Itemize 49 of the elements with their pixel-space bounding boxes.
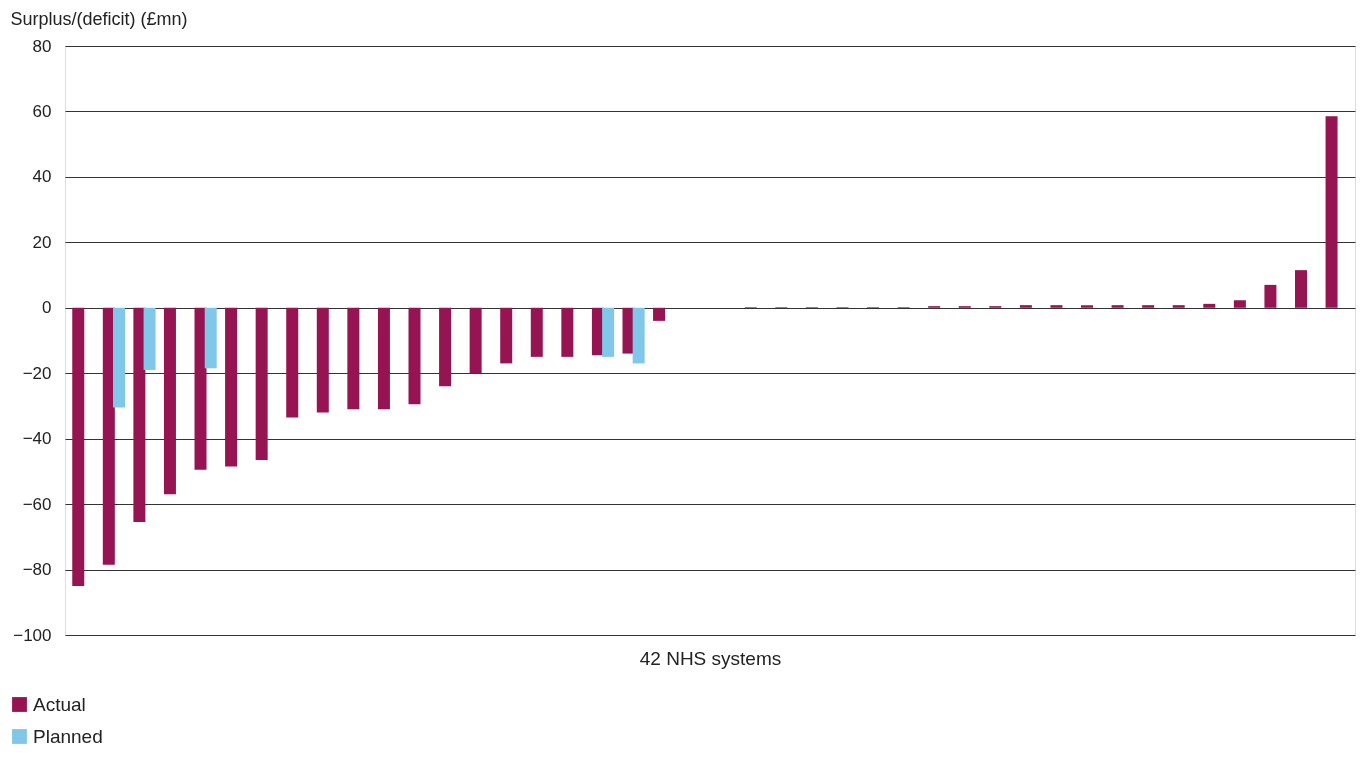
y-tick-label: 80 <box>32 36 52 56</box>
y-tick-label: 40 <box>32 167 52 187</box>
bar <box>1172 305 1185 308</box>
legend-label: Planned <box>33 725 103 747</box>
bar <box>255 307 268 460</box>
bar <box>113 307 125 408</box>
y-tick-label: −60 <box>22 494 52 514</box>
bar <box>561 307 574 357</box>
bar <box>1325 116 1338 308</box>
bar <box>1233 300 1246 308</box>
bar <box>622 307 635 354</box>
bar <box>204 307 217 369</box>
bar <box>1264 284 1277 308</box>
bar <box>1050 305 1063 308</box>
bar <box>500 307 513 364</box>
y-tick-label: 20 <box>32 232 52 252</box>
y-tick-label: −80 <box>22 560 52 580</box>
bar <box>653 307 666 321</box>
bar <box>143 307 156 370</box>
bar <box>377 307 390 410</box>
bar <box>1142 305 1155 308</box>
bar <box>469 307 482 374</box>
bar <box>1081 305 1094 308</box>
bar <box>530 307 543 357</box>
bar <box>347 307 360 410</box>
bar <box>602 307 615 357</box>
y-tick-label: 60 <box>32 101 52 121</box>
bar <box>1111 305 1124 308</box>
y-tick-label: 0 <box>42 298 52 318</box>
bar <box>632 307 645 364</box>
bar <box>102 307 115 565</box>
y-tick-label: −100 <box>13 625 52 645</box>
y-axis-title: Surplus/(deficit) (£mn) <box>10 8 188 29</box>
bar <box>408 307 421 405</box>
bar <box>1203 303 1216 308</box>
bar <box>1019 305 1032 308</box>
y-tick-label: −20 <box>22 363 52 383</box>
y-tick-label: −40 <box>22 429 52 449</box>
bar <box>439 307 452 387</box>
bar <box>72 307 85 586</box>
bar <box>194 307 207 470</box>
bar <box>163 307 176 495</box>
bar <box>286 307 299 418</box>
x-axis-title: 42 NHS systems <box>639 647 782 669</box>
bar <box>133 307 146 523</box>
bar <box>316 307 329 413</box>
bar <box>225 307 238 467</box>
legend-label: Actual <box>33 693 86 715</box>
bar <box>1295 270 1307 308</box>
